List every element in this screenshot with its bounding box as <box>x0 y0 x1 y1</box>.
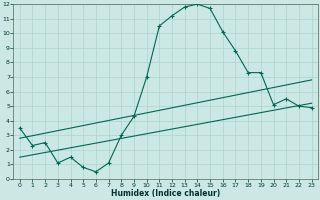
X-axis label: Humidex (Indice chaleur): Humidex (Indice chaleur) <box>111 189 220 198</box>
